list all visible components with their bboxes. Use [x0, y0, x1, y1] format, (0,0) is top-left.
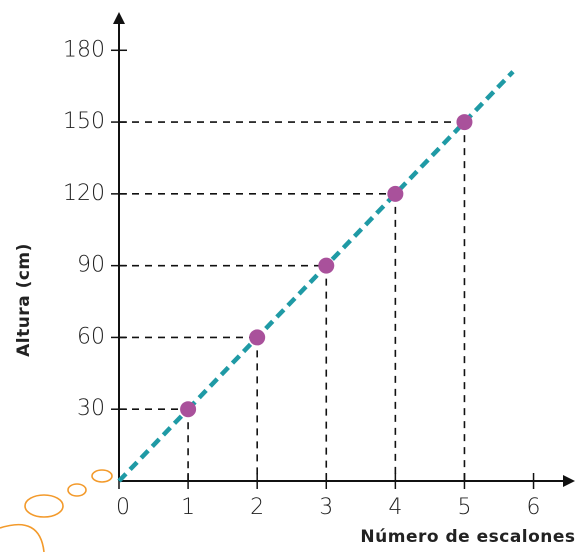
x-tick-label: 4 [388, 495, 402, 520]
x-axis-title: Número de escalones [360, 527, 575, 547]
decoration [0, 470, 112, 552]
y-tick-label: 180 [63, 37, 105, 62]
point [456, 114, 472, 130]
y-tick-label: 150 [63, 109, 105, 134]
point [249, 329, 265, 345]
x-tick-label: 2 [250, 495, 264, 520]
chart: Número de escalones Altura (cm) 0 1 2 3 4 5 6 3… [0, 0, 586, 552]
x-tick-label: 1 [181, 495, 195, 520]
y-tick-label: 90 [77, 253, 105, 278]
y-tick-label: 60 [77, 324, 105, 349]
x-tick-label: 0 [116, 495, 130, 520]
x-tick-label: 3 [319, 495, 333, 520]
y-axis-arrow [113, 12, 125, 24]
trend-extension [119, 409, 188, 481]
y-tick-label: 120 [63, 181, 105, 206]
trend-extension [464, 72, 513, 122]
point [180, 401, 196, 417]
y-axis-title: Altura (cm) [14, 243, 34, 357]
x-tick-label: 5 [457, 495, 471, 520]
point [318, 258, 334, 274]
x-axis-arrow [563, 475, 575, 487]
point [387, 186, 403, 202]
x-tick-label: 6 [527, 495, 541, 520]
y-tick-label: 30 [77, 396, 105, 421]
